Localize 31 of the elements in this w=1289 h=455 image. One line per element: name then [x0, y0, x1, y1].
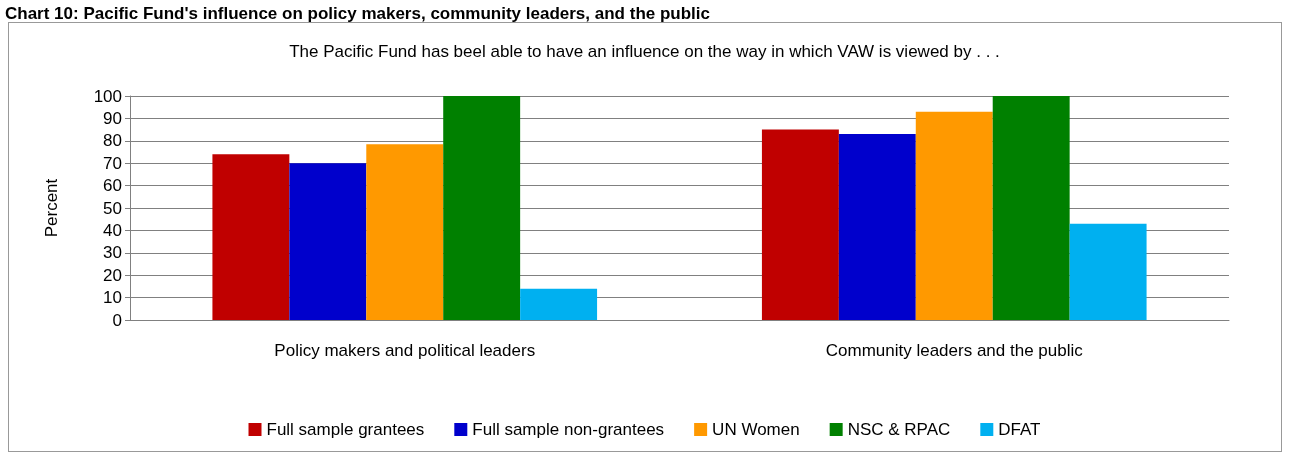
legend-label: UN Women: [712, 420, 800, 439]
legend-label: NSC & RPAC: [847, 420, 951, 439]
y-tick-label: 100: [93, 86, 122, 106]
legend-label: DFAT: [998, 420, 1041, 439]
y-tick-label: 70: [103, 153, 122, 173]
legend-label: Full sample grantees: [266, 420, 425, 439]
y-tick-label: 80: [103, 131, 122, 151]
chart-subtitle: The Pacific Fund has beel able to have an influence on the way in which VAW is viewed by . . .: [289, 42, 1000, 61]
chart-title: Chart 10: Pacific Fund's influence on policy makers, community leaders, and the public: [5, 4, 710, 23]
legend-label: Full sample non-grantees: [472, 420, 665, 439]
y-tick-label: 40: [103, 220, 122, 240]
bar: [1069, 223, 1147, 320]
y-tick-label: 10: [103, 288, 122, 308]
x-tick-label: Policy makers and political leaders: [274, 341, 536, 360]
bar: [443, 96, 521, 320]
bar: [520, 288, 598, 320]
bar: [366, 144, 444, 320]
y-tick-label: 20: [103, 265, 122, 285]
bar: [838, 134, 916, 320]
x-tick-label: Community leaders and the public: [825, 341, 1084, 360]
y-tick-label: 30: [103, 243, 122, 263]
y-axis-title: Percent: [42, 178, 61, 238]
y-tick-label: 0: [112, 310, 122, 330]
y-tick-label: 60: [103, 176, 122, 196]
bar: [289, 163, 367, 320]
bar: [915, 111, 993, 320]
y-tick-label: 50: [103, 198, 122, 218]
bar: [212, 154, 290, 320]
y-tick-label: 90: [103, 108, 122, 128]
bar: [761, 129, 839, 320]
bar: [992, 96, 1070, 320]
